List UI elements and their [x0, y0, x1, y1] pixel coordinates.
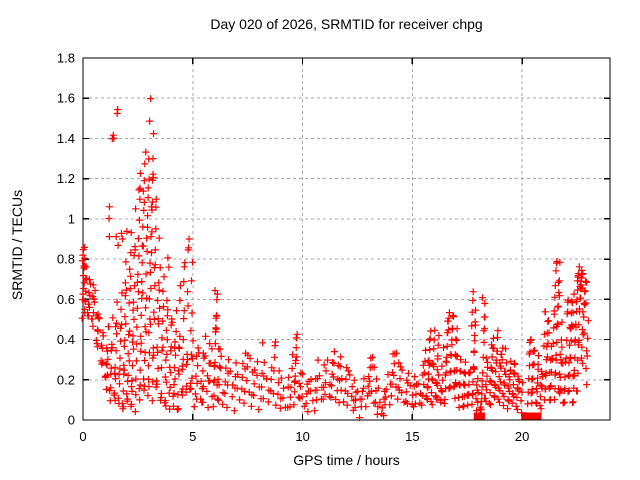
y-tick-label: 0.2: [57, 372, 75, 387]
plot-border: [82, 57, 611, 421]
y-axis-label: SRMTID / TECUs: [9, 189, 25, 301]
y-tick-label: 0.4: [57, 332, 75, 347]
scatter-points: [78, 95, 592, 422]
y-tick-label: 0.8: [57, 252, 75, 267]
y-tick-label: 1.8: [57, 51, 75, 66]
x-tick-label: 5: [189, 429, 196, 444]
y-tick-label: 1.2: [57, 171, 75, 186]
zero-value-block: [473, 412, 485, 420]
chart-title: Day 020 of 2026, SRMTID for receiver chp…: [210, 16, 483, 32]
x-tick-label: 0: [79, 429, 86, 444]
grid-lines: [83, 58, 610, 420]
x-tick-label: 20: [515, 429, 529, 444]
y-tick-label: 0: [68, 413, 75, 428]
y-tick-label: 1: [68, 211, 75, 226]
zero-value-block: [522, 412, 542, 420]
y-tick-label: 0.6: [57, 292, 75, 307]
x-axis-label: GPS time / hours: [293, 452, 400, 468]
x-tick-label: 15: [405, 429, 419, 444]
x-tick-label: 10: [295, 429, 309, 444]
y-tick-label: 1.4: [57, 131, 75, 146]
y-tick-label: 1.6: [57, 91, 75, 106]
